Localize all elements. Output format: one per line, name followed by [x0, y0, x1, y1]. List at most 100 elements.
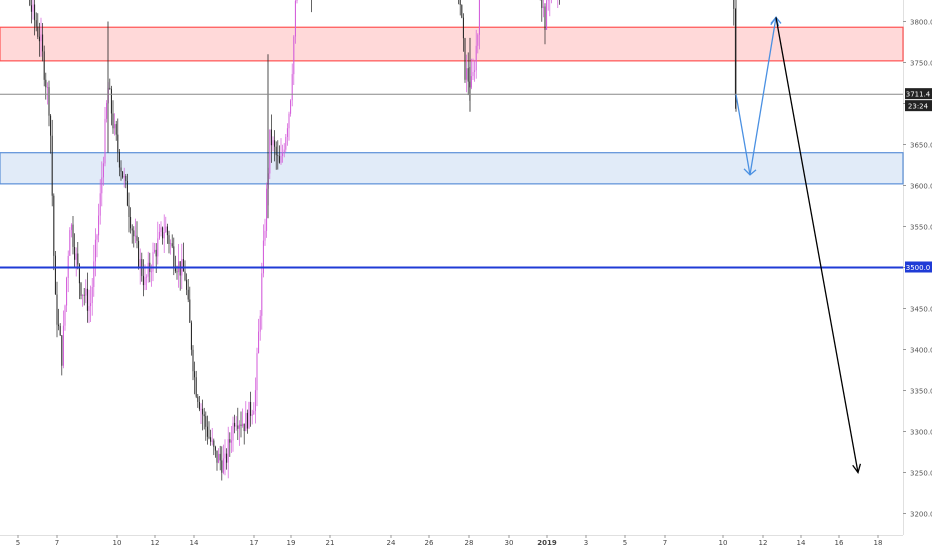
candle: [73, 216, 74, 254]
candle-body: [253, 411, 254, 414]
candle: [57, 282, 58, 338]
candle: [61, 335, 62, 375]
candle-body: [61, 335, 62, 365]
candle-body: [188, 290, 189, 300]
candle-body: [165, 227, 166, 233]
candle: [77, 242, 78, 269]
candle: [52, 120, 53, 206]
candle-body: [177, 271, 178, 272]
candle-body: [218, 454, 219, 463]
candle-body: [223, 458, 224, 472]
candle: [74, 233, 75, 268]
candle: [466, 55, 467, 93]
candle: [55, 251, 56, 295]
candle-body: [477, 35, 478, 46]
candle-body: [49, 87, 50, 116]
candle: [69, 227, 70, 256]
candle: [548, 0, 549, 11]
candle: [119, 149, 120, 176]
candle: [273, 136, 274, 151]
candle-body: [58, 325, 59, 327]
candle-body: [260, 316, 261, 332]
candle: [106, 100, 107, 122]
candle-body: [36, 20, 37, 26]
price-axis[interactable]: 3200.03250.03300.03350.03400.03450.03500…: [903, 0, 932, 519]
y-tick-label: 3600.0: [910, 183, 932, 191]
candle-body: [212, 441, 213, 442]
candle-body: [151, 272, 152, 273]
candle-body: [173, 246, 174, 266]
candle: [103, 157, 104, 186]
candle: [458, 0, 459, 4]
candle: [41, 18, 42, 57]
candle-body: [234, 423, 235, 427]
candle-body: [204, 414, 205, 416]
candle-body: [285, 137, 286, 150]
candle: [53, 193, 54, 270]
candle-body: [29, 0, 30, 5]
candle-body: [479, 0, 480, 35]
candle-body: [191, 323, 192, 350]
candle: [479, 0, 480, 49]
candle-body: [169, 235, 170, 244]
candle: [545, 3, 546, 44]
candle: [47, 82, 48, 104]
candle-body: [250, 402, 251, 416]
candle-body: [247, 413, 248, 429]
x-tick-label: 28: [465, 539, 474, 547]
candle-body: [277, 155, 278, 156]
candle-body: [292, 74, 293, 100]
candle: [557, 0, 558, 8]
candle-body: [129, 206, 130, 217]
candle: [122, 171, 123, 179]
candle-body: [145, 277, 146, 285]
candle: [257, 348, 258, 406]
candle-body: [132, 229, 133, 231]
candle: [285, 134, 286, 152]
candle: [465, 38, 466, 83]
candle: [95, 228, 96, 276]
candle-body: [33, 5, 34, 12]
candle: [266, 183, 267, 238]
candle-body: [245, 413, 246, 431]
candle-body: [210, 437, 211, 441]
candle-body: [463, 18, 464, 39]
candle-body: [106, 103, 107, 119]
candle-body: [225, 454, 226, 459]
candle: [45, 73, 46, 100]
candle-body: [543, 7, 544, 9]
candle: [549, 0, 550, 16]
candle: [121, 160, 122, 181]
candle-body: [37, 27, 38, 37]
resistance-zone: [0, 27, 903, 61]
candle: [90, 286, 91, 322]
candle: [113, 100, 114, 134]
candle-body: [546, 0, 547, 30]
candle: [93, 245, 94, 297]
candle: [81, 282, 82, 299]
candle-body: [461, 5, 462, 18]
candle: [31, 0, 32, 23]
candle-body: [237, 426, 238, 429]
y-tick-label: 3800.0: [910, 19, 932, 27]
candle-body: [105, 119, 106, 163]
y-tick-label: 3350.0: [910, 388, 932, 396]
candle-body: [276, 147, 277, 156]
candle-body: [186, 280, 187, 290]
candle-body: [297, 0, 298, 1]
candle-body: [122, 172, 123, 178]
candle: [271, 115, 272, 163]
candle-body: [135, 236, 136, 237]
y-tick-label: 3400.0: [910, 347, 932, 355]
candle-body: [84, 295, 85, 296]
candle-body: [98, 216, 99, 236]
x-tick-label: 12: [151, 539, 160, 547]
candle: [281, 138, 282, 165]
candle: [50, 114, 51, 154]
candle-body: [289, 114, 290, 129]
candle: [284, 143, 285, 157]
candle: [279, 145, 280, 163]
